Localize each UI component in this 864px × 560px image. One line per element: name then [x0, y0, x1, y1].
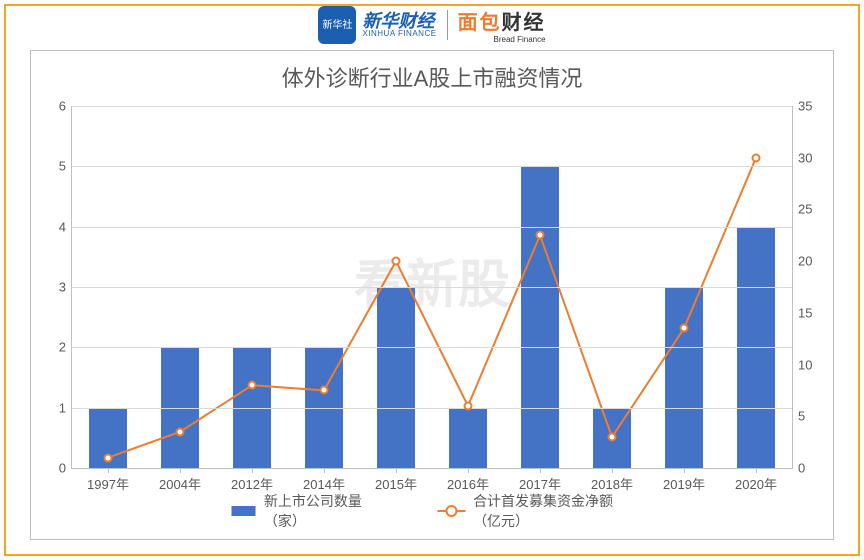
legend-bar: 新上市公司数量（家） — [232, 491, 378, 531]
chart-title: 体外诊断行业A股上市融资情况 — [31, 61, 833, 93]
y-right-tick: 25 — [792, 202, 812, 217]
grid-line — [72, 106, 792, 107]
y-left-tick: 3 — [59, 280, 72, 295]
plot-area: 看新股 1997年2004年2012年2014年2015年2016年2017年2… — [71, 106, 793, 469]
line-marker — [176, 427, 185, 436]
y-left-tick: 1 — [59, 400, 72, 415]
badge-top: 新华社 — [322, 20, 352, 31]
line-marker — [536, 231, 545, 240]
line-marker — [248, 381, 257, 390]
header: 新华社 新华财经 XINHUA FINANCE 面包财经 Bread Finan… — [0, 6, 864, 44]
bread-logo: 面包财经 Bread Finance — [458, 6, 546, 44]
bread-c1: 面包 — [458, 12, 502, 34]
bread-en: Bread Finance — [458, 35, 546, 44]
line-marker — [464, 401, 473, 410]
line-series — [108, 158, 756, 458]
y-right-tick: 30 — [792, 150, 812, 165]
y-right-tick: 15 — [792, 305, 812, 320]
line-marker — [752, 153, 761, 162]
xinhua-en: XINHUA FINANCE — [362, 30, 436, 38]
grid-line — [72, 287, 792, 288]
y-left-tick: 6 — [59, 99, 72, 114]
grid-line — [72, 408, 792, 409]
x-tick — [612, 468, 613, 473]
x-tick-label: 2020年 — [735, 474, 777, 493]
chart-frame: 体外诊断行业A股上市融资情况 看新股 1997年2004年2012年2014年2… — [30, 50, 834, 540]
y-left-tick: 4 — [59, 219, 72, 234]
line-marker — [680, 324, 689, 333]
x-tick — [684, 468, 685, 473]
legend-line-swatch — [437, 504, 465, 518]
xinhua-logo: 新华社 新华财经 XINHUA FINANCE — [318, 6, 436, 44]
y-right-tick: 0 — [792, 461, 805, 476]
line-marker — [104, 453, 113, 462]
line-marker — [320, 386, 329, 395]
x-tick-label: 2004年 — [159, 474, 201, 493]
line-marker — [608, 432, 617, 441]
bread-c2: 财经 — [502, 12, 546, 34]
grid-line — [72, 227, 792, 228]
y-left-tick: 2 — [59, 340, 72, 355]
x-tick-label: 2019年 — [663, 474, 705, 493]
y-right-tick: 20 — [792, 254, 812, 269]
y-right-tick: 35 — [792, 99, 812, 114]
legend: 新上市公司数量（家） 合计首发募集资金净额（亿元） — [232, 491, 633, 531]
header-divider — [447, 10, 448, 40]
x-tick — [108, 468, 109, 473]
x-tick — [756, 468, 757, 473]
x-tick — [324, 468, 325, 473]
x-tick — [540, 468, 541, 473]
legend-bar-swatch — [232, 506, 256, 516]
y-left-tick: 0 — [59, 461, 72, 476]
x-tick — [468, 468, 469, 473]
grid-line — [72, 347, 792, 348]
line-marker — [392, 257, 401, 266]
xinhua-badge-icon: 新华社 — [318, 6, 356, 44]
x-tick — [180, 468, 181, 473]
legend-line-label: 合计首发募集资金净额（亿元） — [473, 491, 632, 531]
legend-line: 合计首发募集资金净额（亿元） — [437, 491, 632, 531]
grid-line — [72, 166, 792, 167]
y-right-tick: 5 — [792, 409, 805, 424]
legend-bar-label: 新上市公司数量（家） — [264, 491, 378, 531]
x-tick-label: 1997年 — [87, 474, 129, 493]
x-tick — [396, 468, 397, 473]
y-left-tick: 5 — [59, 159, 72, 174]
xinhua-cn: 新华财经 — [362, 12, 436, 30]
y-right-tick: 10 — [792, 357, 812, 372]
x-tick — [252, 468, 253, 473]
